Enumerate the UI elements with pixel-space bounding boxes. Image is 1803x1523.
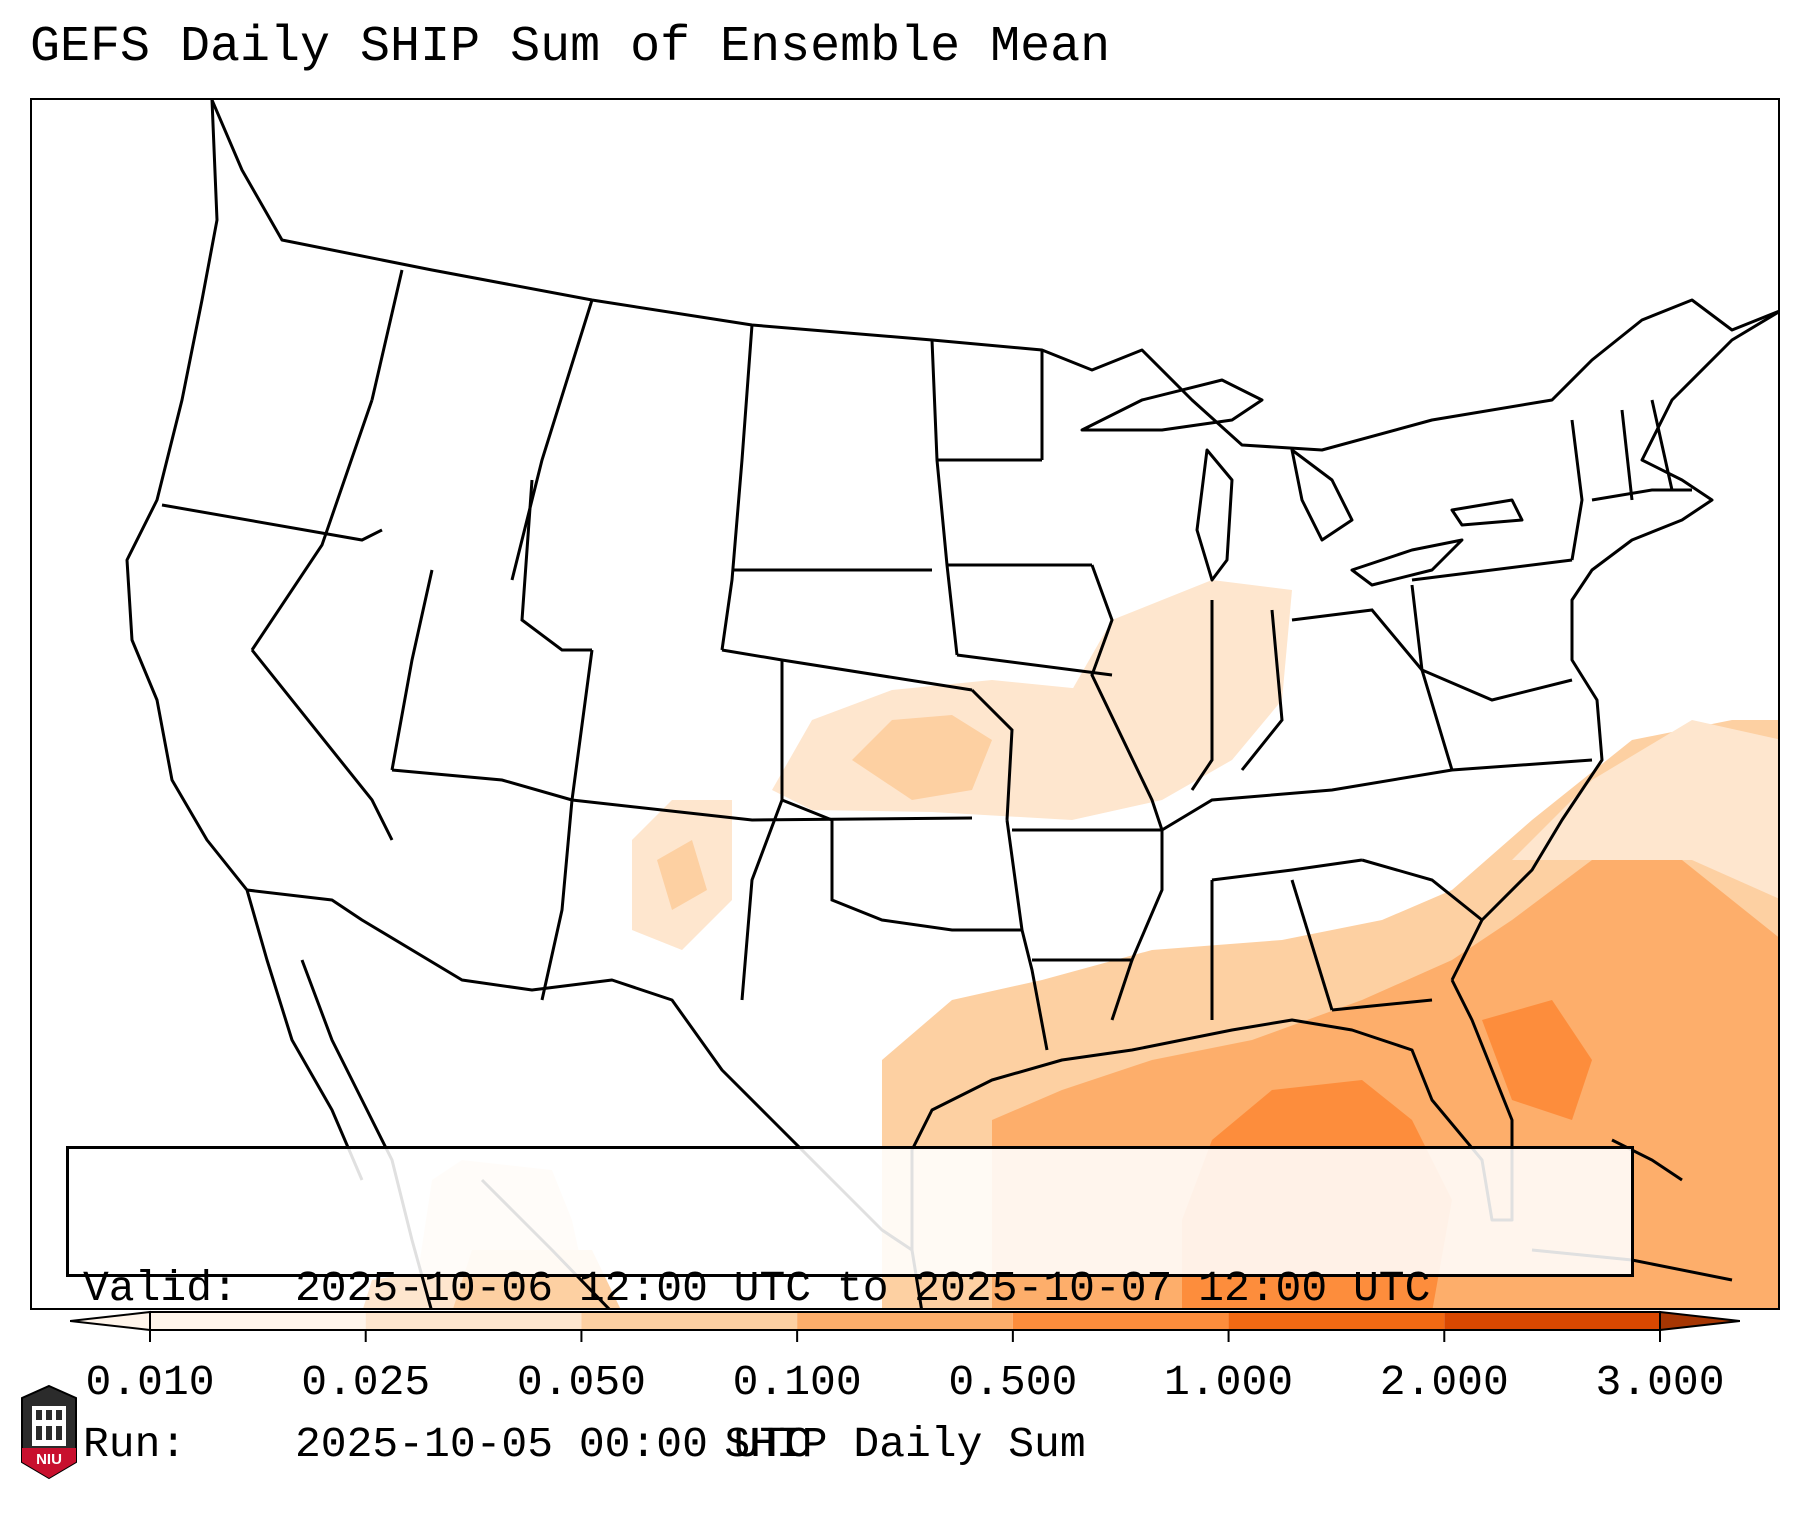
colorbar-tick-label: 1.000 <box>1164 1358 1294 1407</box>
map-canvas <box>125 100 1778 1308</box>
west-coast <box>125 100 364 1181</box>
shading-newmexico-mid <box>657 840 707 910</box>
colorbar-segment <box>365 1312 582 1330</box>
colorbar-segment <box>797 1312 1013 1330</box>
colorbar-label: SHIP Daily Sum <box>724 1420 1086 1469</box>
shading-atlantic-light <box>1512 720 1778 899</box>
valid-label: Valid: <box>83 1264 238 1313</box>
colorbar-extend-min <box>70 1310 151 1332</box>
lake-ontario <box>1450 498 1524 527</box>
us-canada-border <box>210 100 1778 452</box>
shading-atlantic-dark <box>1482 1000 1592 1120</box>
state-lines <box>161 269 1692 1051</box>
east-coast <box>1450 310 1778 981</box>
colorbar-segment <box>150 1312 366 1330</box>
lake-erie <box>1350 538 1464 587</box>
lake-superior <box>1080 378 1264 432</box>
colorbar-segment <box>1228 1312 1445 1330</box>
map-panel[interactable] <box>30 98 1780 1310</box>
colorbar <box>70 1310 1740 1342</box>
colorbar-tick-label: 3.000 <box>1595 1358 1725 1407</box>
colorbar-tick-label: 0.025 <box>301 1358 431 1407</box>
valid-row: Valid: 2025-10-06 12:00 UTC to 2025-10-07… <box>83 1263 1631 1315</box>
colorbar-segment <box>581 1312 798 1330</box>
page-title: GEFS Daily SHIP Sum of Ensemble Mean <box>30 19 1111 76</box>
colorbar-tick-label: 0.050 <box>516 1358 646 1407</box>
niu-logo-text: NIU <box>36 1451 62 1468</box>
colorbar-tick-label: 0.100 <box>732 1358 862 1407</box>
valid-run-info-box: Valid: 2025-10-06 12:00 UTC to 2025-10-07… <box>66 1146 1634 1469</box>
run-label: Run: <box>83 1420 187 1469</box>
colorbar-outline <box>149 1311 1661 1331</box>
colorbar-tick-label: 0.010 <box>85 1358 215 1407</box>
lake-michigan <box>1195 448 1234 582</box>
shading-mexico-light-2 <box>363 1270 432 1308</box>
lake-huron <box>1290 448 1354 542</box>
colorbar-segment <box>1444 1312 1660 1330</box>
colorbar-segment <box>1012 1312 1229 1330</box>
run-row: Run: 2025-10-05 00:00 UTC <box>83 1419 1631 1471</box>
niu-building-icon: NIU <box>21 1384 77 1480</box>
shading-kansas-mid <box>852 715 992 800</box>
colorbar-extend-max <box>1659 1310 1740 1332</box>
run-value: 2025-10-05 00:00 UTC <box>295 1420 812 1469</box>
colorbar-tick-label: 0.500 <box>948 1358 1078 1407</box>
colorbar-tick-label: 2.000 <box>1379 1358 1509 1407</box>
valid-value: 2025-10-06 12:00 UTC to 2025-10-07 12:00… <box>295 1264 1431 1313</box>
